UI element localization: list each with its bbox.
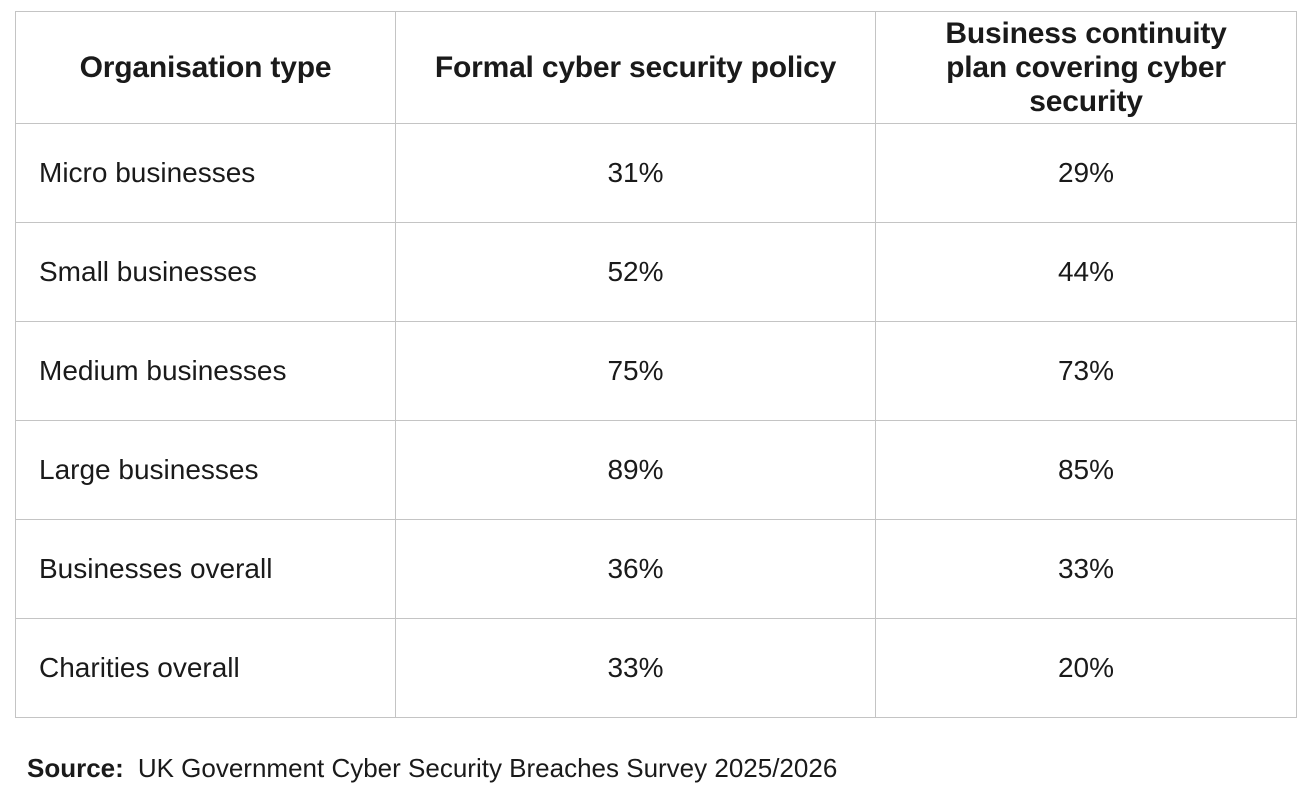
table-row: Charities overall 33% 20% bbox=[15, 618, 1297, 718]
cell-continuity-plan: 44% bbox=[875, 222, 1297, 322]
cell-continuity-plan: 20% bbox=[875, 618, 1297, 718]
cell-formal-policy: 75% bbox=[395, 321, 876, 421]
table-row: Micro businesses 31% 29% bbox=[15, 123, 1297, 223]
table-row: Businesses overall 36% 33% bbox=[15, 519, 1297, 619]
header-organisation-type: Organisation type bbox=[15, 11, 396, 124]
cell-continuity-plan: 73% bbox=[875, 321, 1297, 421]
cell-formal-policy: 89% bbox=[395, 420, 876, 520]
cell-formal-policy: 33% bbox=[395, 618, 876, 718]
cell-organisation-type: Medium businesses bbox=[15, 321, 396, 421]
header-continuity-plan: Business continuity plan covering cyber … bbox=[875, 11, 1297, 124]
table-header: Organisation type Formal cyber security … bbox=[15, 11, 1297, 124]
header-formal-policy: Formal cyber security policy bbox=[395, 11, 876, 124]
cell-organisation-type: Businesses overall bbox=[15, 519, 396, 619]
header-continuity-plan-text: Business continuity plan covering cyber … bbox=[945, 16, 1227, 118]
header-row: Organisation type Formal cyber security … bbox=[15, 11, 1297, 124]
cell-formal-policy: 31% bbox=[395, 123, 876, 223]
cell-organisation-type: Micro businesses bbox=[15, 123, 396, 223]
cell-continuity-plan: 29% bbox=[875, 123, 1297, 223]
source-note: Source: UK Government Cyber Security Brea… bbox=[27, 752, 837, 784]
table-row: Large businesses 89% 85% bbox=[15, 420, 1297, 520]
cell-organisation-type: Charities overall bbox=[15, 618, 396, 718]
cell-organisation-type: Small businesses bbox=[15, 222, 396, 322]
source-text: UK Government Cyber Security Breaches Su… bbox=[137, 753, 838, 783]
cell-organisation-type: Large businesses bbox=[15, 420, 396, 520]
data-table-container: Organisation type Formal cyber security … bbox=[15, 11, 1297, 718]
cell-formal-policy: 36% bbox=[395, 519, 876, 619]
cell-formal-policy: 52% bbox=[395, 222, 876, 322]
cell-continuity-plan: 33% bbox=[875, 519, 1297, 619]
table-row: Small businesses 52% 44% bbox=[15, 222, 1297, 322]
cyber-security-table: Organisation type Formal cyber security … bbox=[15, 11, 1297, 718]
table-body: Micro businesses 31% 29% Small businesse… bbox=[15, 123, 1297, 718]
cell-continuity-plan: 85% bbox=[875, 420, 1297, 520]
table-row: Medium businesses 75% 73% bbox=[15, 321, 1297, 421]
source-label: Source: bbox=[27, 753, 124, 783]
